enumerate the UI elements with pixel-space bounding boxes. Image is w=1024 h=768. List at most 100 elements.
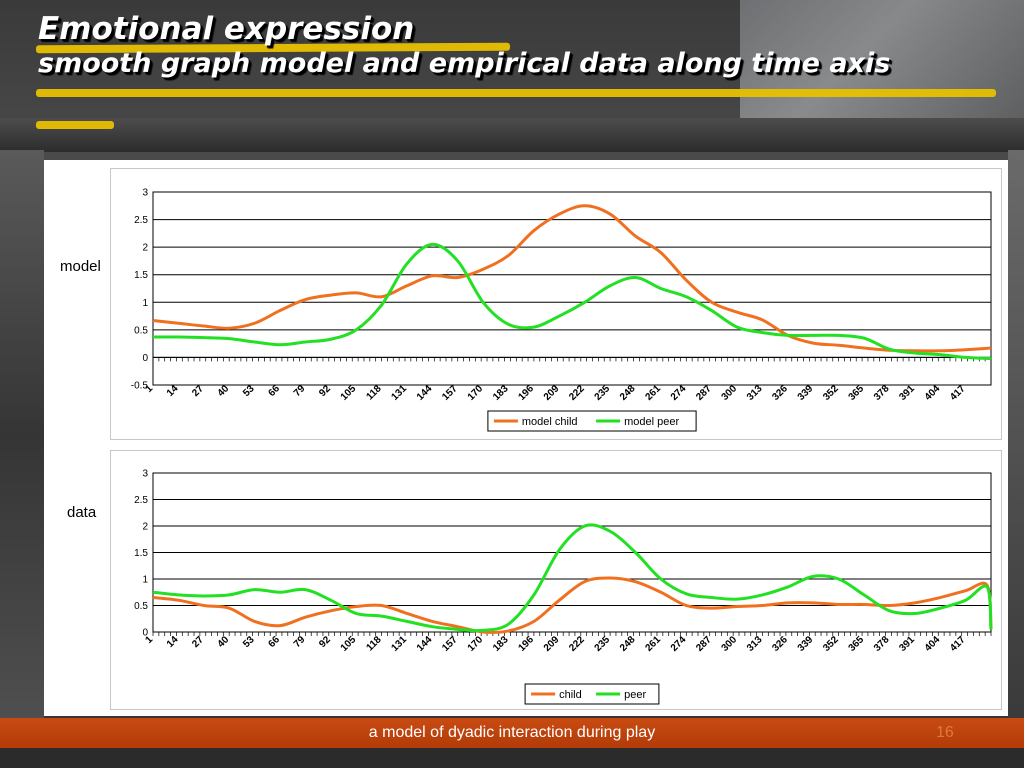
legend-box bbox=[487, 410, 697, 432]
x-tick-label: 131 bbox=[389, 383, 409, 403]
x-tick-label: 66 bbox=[266, 634, 282, 650]
legend-label: model child bbox=[522, 416, 578, 428]
footer-text: a model of dyadic interaction during pla… bbox=[368, 724, 656, 741]
x-tick-label: 261 bbox=[643, 634, 663, 654]
y-tick-label: 1.5 bbox=[134, 548, 148, 559]
x-tick-label: 365 bbox=[847, 383, 867, 403]
y-tick-label: 2 bbox=[142, 522, 148, 533]
x-tick-label: 300 bbox=[720, 634, 740, 654]
x-tick-label: 209 bbox=[542, 634, 562, 654]
x-tick-label: 274 bbox=[669, 634, 689, 654]
y-tick-label: 0.5 bbox=[134, 601, 148, 612]
x-tick-label: 287 bbox=[694, 383, 714, 403]
x-tick-label: 196 bbox=[516, 383, 536, 403]
x-tick-label: 105 bbox=[339, 634, 359, 654]
x-tick-label: 404 bbox=[923, 383, 943, 403]
y-tick-label: 3 bbox=[142, 469, 148, 480]
y-tick-label: 1 bbox=[142, 575, 148, 586]
x-tick-label: 235 bbox=[593, 634, 613, 654]
x-tick-label: 378 bbox=[872, 634, 892, 654]
x-tick-label: 79 bbox=[292, 634, 308, 650]
data-label: data bbox=[67, 504, 97, 521]
x-tick-label: 365 bbox=[847, 634, 867, 654]
y-tick-label: 2.5 bbox=[134, 215, 148, 226]
x-tick-label: 183 bbox=[491, 383, 511, 403]
y-tick-label: 2 bbox=[142, 243, 148, 254]
legend-label: peer bbox=[624, 689, 646, 701]
y-tick-label: 2.5 bbox=[134, 495, 148, 506]
x-tick-label: 157 bbox=[440, 634, 460, 654]
series-line-child bbox=[152, 576, 993, 634]
x-tick-label: 248 bbox=[618, 634, 638, 654]
x-tick-label: 404 bbox=[923, 634, 943, 654]
x-tick-label: 352 bbox=[821, 634, 841, 654]
x-tick-label: 222 bbox=[567, 634, 587, 654]
model-chart: -0.5 0 0.5 1 1.5 2 2.5 3 1 14 27 40 53 66 79 92 105 118 13… bbox=[110, 168, 1002, 440]
x-tick-label: 378 bbox=[872, 383, 892, 403]
x-tick-label: 118 bbox=[364, 634, 383, 653]
slide-subtitle: smooth graph model and empirical data al… bbox=[38, 48, 891, 79]
x-tick-label: 144 bbox=[415, 383, 435, 403]
slide-title: Emotional expression bbox=[38, 11, 415, 47]
plot-area bbox=[152, 191, 992, 386]
series-line-model-peer bbox=[152, 242, 992, 361]
x-tick-label: 339 bbox=[796, 383, 816, 403]
subtitle-highlight bbox=[36, 89, 996, 97]
page-number: 16 bbox=[936, 724, 954, 741]
x-tick-label: 235 bbox=[593, 383, 613, 403]
x-tick-label: 222 bbox=[567, 383, 587, 403]
slide-title-block: Emotional expression smooth graph model … bbox=[38, 10, 1008, 79]
x-tick-label: 209 bbox=[542, 383, 562, 403]
background-bar bbox=[0, 118, 1024, 152]
x-tick-label: 53 bbox=[241, 634, 257, 650]
x-tick-label: 27 bbox=[190, 634, 206, 650]
x-tick-label: 391 bbox=[897, 634, 917, 654]
x-tick-label: 339 bbox=[796, 634, 816, 654]
x-tick-label: 105 bbox=[339, 383, 359, 403]
y-tick-label: -0.5 bbox=[131, 381, 149, 392]
x-tick-label: 352 bbox=[821, 383, 841, 403]
charts-panel: model data -0.5 0 0.5 1 1.5 2 2.5 3 1 14 27 40 53 66 7… bbox=[44, 160, 1008, 716]
x-tick-label: 40 bbox=[216, 634, 232, 650]
series-line-model-child bbox=[152, 204, 992, 353]
background-left bbox=[0, 150, 44, 720]
data-chart: 0 0.5 1 1.5 2 2.5 3 1 14 27 40 53 66 79 92 105 118 131 144… bbox=[110, 450, 1002, 710]
x-tick-label: 92 bbox=[317, 634, 333, 650]
model-chart-svg: -0.500.511.522.531 14 27 40 53 66 79 92 105 118 13… bbox=[131, 188, 992, 432]
x-tick-label: 313 bbox=[745, 634, 765, 654]
background-right bbox=[1008, 150, 1024, 720]
y-tick-label: 3 bbox=[142, 188, 148, 199]
y-tick-label: 0.5 bbox=[134, 325, 148, 336]
x-tick-label: 391 bbox=[897, 383, 917, 403]
x-tick-label: 261 bbox=[643, 383, 663, 403]
legend-label: child bbox=[559, 689, 582, 701]
x-tick-label: 196 bbox=[516, 634, 536, 654]
legend-label: model peer bbox=[624, 416, 679, 428]
bottom-strip bbox=[0, 748, 1024, 768]
x-tick-label: 313 bbox=[745, 383, 765, 403]
x-tick-label: 157 bbox=[440, 383, 460, 403]
x-tick-label: 417 bbox=[948, 383, 968, 403]
y-tick-label: 1.5 bbox=[134, 270, 148, 281]
x-tick-label: 144 bbox=[415, 634, 435, 654]
x-tick-label: 274 bbox=[669, 383, 689, 403]
x-tick-label: 300 bbox=[720, 383, 740, 403]
x-tick-label: 287 bbox=[694, 634, 714, 654]
y-tick-label: 1 bbox=[142, 298, 148, 309]
x-tick-label: 326 bbox=[770, 634, 790, 654]
data-chart-svg: 0 0.5 1 1.5 2 2.5 3 1 14 27 40 53 66 79 92 105 118 131 144… bbox=[134, 469, 993, 705]
model-label: model bbox=[60, 258, 101, 275]
footer-bar: a model of dyadic interaction during pla… bbox=[0, 718, 1024, 748]
series-line-peer bbox=[152, 523, 993, 633]
x-tick-label: 248 bbox=[618, 383, 638, 403]
x-tick-label: 170 bbox=[466, 634, 486, 654]
x-tick-label: 1 bbox=[143, 634, 155, 646]
x-tick-label: 131 bbox=[389, 634, 409, 654]
x-tick-label: 14 bbox=[165, 634, 181, 650]
x-tick-label: 326 bbox=[770, 383, 790, 403]
subtitle-highlight-2 bbox=[36, 121, 114, 129]
y-tick-label: 0 bbox=[142, 353, 148, 364]
x-tick-label: 118 bbox=[364, 383, 383, 402]
x-tick-label: 170 bbox=[466, 383, 486, 403]
x-tick-label: 183 bbox=[491, 634, 511, 654]
